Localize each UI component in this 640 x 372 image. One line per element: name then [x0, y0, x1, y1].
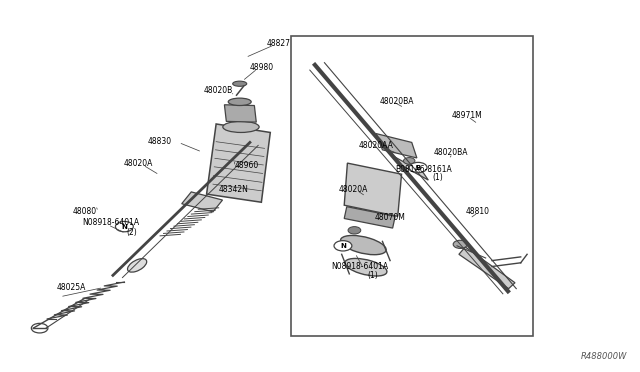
Text: (1): (1) — [367, 271, 378, 280]
Text: 48020BA: 48020BA — [433, 148, 468, 157]
Text: 48342N: 48342N — [219, 185, 249, 194]
Text: R488000W: R488000W — [580, 352, 627, 361]
Text: N: N — [340, 243, 346, 249]
Text: 48971M: 48971M — [451, 111, 482, 121]
Text: 48020A: 48020A — [124, 159, 153, 169]
Text: (1): (1) — [433, 173, 444, 182]
Circle shape — [409, 162, 427, 173]
Circle shape — [334, 241, 352, 251]
Circle shape — [403, 158, 415, 164]
Text: 48025A: 48025A — [57, 283, 86, 292]
Text: B: B — [415, 164, 420, 170]
Text: N08918-6401A: N08918-6401A — [332, 262, 388, 271]
Ellipse shape — [340, 235, 386, 255]
Polygon shape — [394, 157, 428, 180]
Circle shape — [115, 221, 133, 232]
Text: (2): (2) — [127, 228, 138, 237]
Polygon shape — [207, 124, 270, 202]
Polygon shape — [459, 247, 515, 289]
Circle shape — [453, 240, 467, 248]
Ellipse shape — [233, 81, 246, 86]
Ellipse shape — [127, 259, 147, 272]
Text: N08918-6401A: N08918-6401A — [83, 218, 140, 227]
Text: 48020A: 48020A — [339, 185, 369, 194]
Polygon shape — [344, 207, 395, 228]
Text: 48827: 48827 — [267, 39, 291, 48]
Text: 48070M: 48070M — [374, 213, 406, 222]
Text: 48810: 48810 — [466, 207, 490, 217]
Text: B081A6-8161A: B081A6-8161A — [395, 165, 452, 174]
Polygon shape — [376, 134, 417, 158]
Ellipse shape — [223, 121, 259, 132]
Text: 48960: 48960 — [235, 161, 259, 170]
Circle shape — [348, 227, 361, 234]
Text: 48020BA: 48020BA — [380, 97, 413, 106]
Text: 48020AA: 48020AA — [358, 141, 394, 150]
Text: N: N — [122, 224, 127, 230]
Text: 48020B: 48020B — [204, 86, 233, 94]
Ellipse shape — [345, 259, 387, 276]
Polygon shape — [225, 105, 256, 122]
Text: 48980: 48980 — [250, 63, 273, 72]
Ellipse shape — [228, 98, 251, 106]
Polygon shape — [182, 192, 223, 212]
Text: 48080: 48080 — [72, 207, 96, 217]
Polygon shape — [344, 163, 401, 216]
Text: 48830: 48830 — [147, 137, 172, 146]
